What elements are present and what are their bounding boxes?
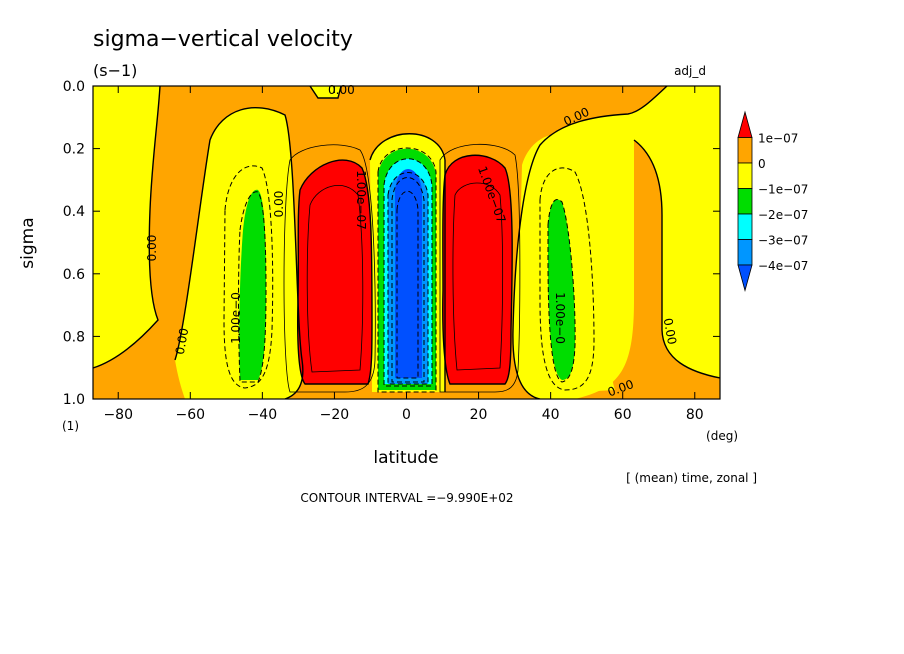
colorbar-swatch bbox=[737, 264, 753, 293]
contour-label: 0.00 bbox=[272, 191, 286, 218]
contour-interval: CONTOUR INTERVAL =−9.990E+02 bbox=[300, 491, 513, 505]
contour-lines bbox=[93, 86, 720, 399]
colorbar-swatch bbox=[737, 110, 753, 138]
y-tick-label: 0.4 bbox=[63, 204, 85, 220]
source-note: [ (mean) time, zonal ] bbox=[626, 471, 757, 485]
contour-label: 1.00e−0 bbox=[229, 292, 243, 344]
colorbar-label: 0 bbox=[758, 157, 766, 171]
x-tick-label: 80 bbox=[686, 407, 704, 423]
region-green-left bbox=[239, 189, 266, 380]
colorbar-swatch bbox=[737, 137, 753, 164]
colorbar-swatch bbox=[737, 162, 753, 189]
region-yellow-right-edge bbox=[683, 86, 720, 300]
contour-label: 0.00 bbox=[328, 83, 355, 97]
colorbar-swatch bbox=[737, 213, 753, 240]
x-tick-label: −80 bbox=[103, 407, 133, 423]
colorbar-label: −3e−07 bbox=[758, 234, 808, 248]
colorbar: 1e−07 0 −1e−07 −2e−07 −3e−07 −4e−07 bbox=[737, 110, 808, 293]
contour-label: 0.00 bbox=[173, 327, 191, 356]
contour-lines-dashed bbox=[223, 147, 595, 393]
region-green-right bbox=[548, 199, 576, 380]
x-tick-label: −20 bbox=[320, 407, 350, 423]
y-axis: 0.0 0.2 0.4 0.6 0.8 1.0 bbox=[63, 79, 720, 408]
x-tick-label: 0 bbox=[402, 407, 411, 423]
x-tick-label: 40 bbox=[542, 407, 560, 423]
contour-label: 0.00 bbox=[661, 317, 679, 346]
x-tick-label: −60 bbox=[176, 407, 206, 423]
contour-label: 1.00e−0 bbox=[553, 292, 567, 344]
units-label: (s−1) bbox=[93, 61, 137, 80]
y-axis-units: (1) bbox=[62, 419, 79, 433]
contour-label: 0.00 bbox=[145, 235, 159, 262]
chart-title: sigma−vertical velocity bbox=[93, 27, 353, 52]
region-yellow-left-strip bbox=[93, 86, 160, 368]
y-tick-label: 0.0 bbox=[63, 79, 85, 95]
x-axis: −80 −60 −40 −20 0 20 40 60 80 bbox=[103, 86, 704, 423]
x-axis-label: latitude bbox=[373, 448, 438, 468]
x-tick-label: −40 bbox=[248, 407, 278, 423]
colorbar-swatch bbox=[737, 188, 753, 215]
region-blue-center bbox=[395, 169, 422, 378]
x-axis-units: (deg) bbox=[706, 429, 738, 443]
y-axis-label: sigma bbox=[18, 217, 38, 268]
y-tick-label: 0.6 bbox=[63, 267, 85, 283]
colorbar-label: −1e−07 bbox=[758, 183, 808, 197]
x-tick-label: 60 bbox=[614, 407, 632, 423]
y-tick-label: 0.8 bbox=[63, 329, 85, 345]
colorbar-label: −2e−07 bbox=[758, 208, 808, 222]
x-tick-label: 20 bbox=[470, 407, 488, 423]
plot-area: 0.00 0.00 0.00 0.00 0.00 0.00 0.00 1.00e… bbox=[63, 79, 721, 423]
region-red-left bbox=[297, 160, 372, 384]
experiment-label: adj_d bbox=[674, 64, 706, 78]
y-tick-label: 0.2 bbox=[63, 142, 85, 158]
region-orange-right bbox=[575, 140, 720, 399]
colorbar-label: −4e−07 bbox=[758, 259, 808, 273]
region-red-right bbox=[442, 155, 513, 384]
contour-label: 1.00e−07 bbox=[354, 170, 368, 229]
colorbar-swatch bbox=[737, 239, 753, 266]
region-yellow-left-wide bbox=[175, 107, 303, 399]
colorbar-label: 1e−07 bbox=[758, 132, 798, 146]
contour-lines-thin bbox=[283, 143, 521, 393]
y-tick-label: 1.0 bbox=[63, 392, 85, 408]
